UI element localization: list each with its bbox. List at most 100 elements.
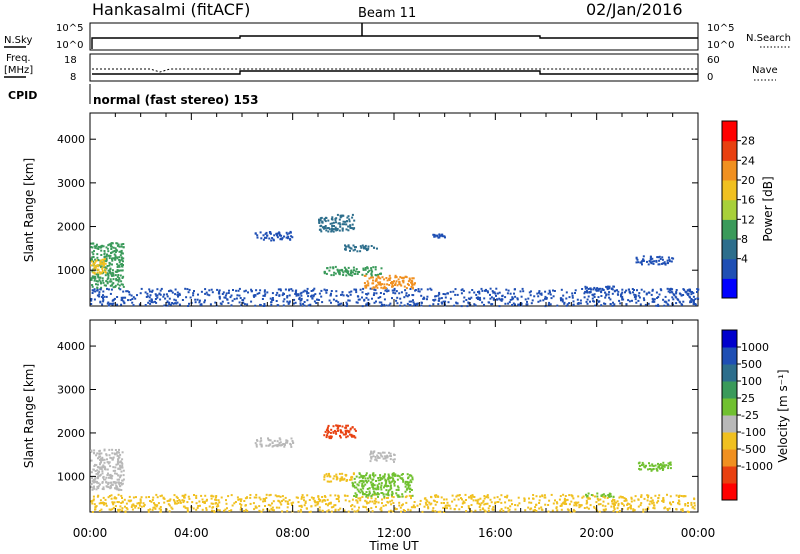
echo-cell [99, 467, 102, 470]
echo-cell [354, 429, 357, 432]
echo-cell [609, 303, 612, 305]
echo-cell [339, 431, 342, 434]
echo-cell [384, 504, 387, 507]
echo-cell [675, 494, 678, 497]
echo-cell [176, 301, 179, 304]
echo-cell [395, 492, 398, 495]
echo-cell [389, 509, 392, 512]
echo-cell [629, 292, 632, 295]
echo-cell [584, 285, 587, 288]
echo-cell [391, 495, 393, 498]
echo-cell [345, 424, 348, 427]
echo-cell [378, 456, 381, 459]
echo-cell [100, 461, 102, 464]
echo-cell [128, 500, 131, 503]
echo-cell [252, 294, 255, 297]
echo-cell [642, 508, 645, 511]
echo-cell [370, 452, 372, 455]
echo-cell [619, 495, 622, 498]
echo-cell [620, 292, 623, 295]
echo-cell [149, 302, 152, 305]
echo-cell [168, 303, 171, 306]
echo-cell [651, 463, 654, 466]
echo-cell [366, 249, 368, 252]
echo-cell [102, 245, 105, 248]
echo-cell [380, 482, 383, 485]
echo-cell [531, 299, 534, 302]
echo-cell [388, 480, 391, 483]
echo-cell [347, 245, 350, 248]
echo-cell [592, 294, 595, 297]
echo-cell [682, 300, 685, 303]
echo-cell [653, 504, 656, 507]
echo-cell [637, 498, 640, 501]
echo-cell [519, 290, 522, 293]
echo-cell [675, 302, 678, 305]
echo-cell [104, 468, 106, 470]
echo-cell [168, 504, 171, 507]
echo-cell [345, 305, 348, 307]
echo-cell [658, 259, 661, 262]
echo-cell [350, 478, 353, 481]
echo-cell [323, 476, 326, 478]
echo-cell [488, 505, 491, 507]
echo-cell [216, 503, 219, 506]
echo-cell [204, 299, 206, 302]
echo-cell [375, 279, 378, 282]
echo-cell [608, 291, 611, 294]
echo-cell [382, 504, 385, 507]
echo-cell [107, 476, 110, 479]
echo-cell [107, 244, 110, 247]
echo-cell [621, 295, 624, 298]
echo-cell [118, 256, 121, 259]
echo-cell [406, 302, 409, 305]
echo-cell [313, 300, 316, 303]
echo-cell [638, 465, 641, 467]
echo-cell [532, 494, 535, 496]
y-tick-label: 4000 [57, 340, 85, 353]
echo-cell [118, 284, 121, 287]
echo-cell [382, 486, 385, 489]
echo-cell [90, 299, 93, 302]
echo-cell [97, 245, 100, 248]
echo-cell [348, 273, 350, 276]
echo-cell [491, 303, 494, 306]
echo-cell [452, 290, 455, 293]
echo-cell [132, 496, 135, 499]
echo-cell [613, 507, 616, 510]
echo-cell [637, 299, 640, 302]
echo-cell [371, 297, 373, 300]
echo-cell [661, 464, 664, 467]
echo-cell [227, 302, 230, 305]
echo-cell [453, 304, 456, 307]
echo-cell [417, 290, 420, 293]
echo-cell [328, 228, 331, 231]
echo-cell [312, 497, 315, 499]
echo-cell [286, 300, 289, 303]
echo-cell [624, 498, 627, 500]
echo-cell [121, 509, 124, 512]
echo-cell [585, 502, 588, 505]
echo-cell [509, 505, 512, 508]
echo-cell [362, 505, 365, 508]
echo-cell [530, 507, 533, 510]
echo-cell [310, 295, 312, 298]
echo-cell [356, 488, 359, 491]
echo-cell [379, 479, 382, 482]
echo-cell [319, 219, 322, 222]
echo-cell [290, 445, 293, 448]
echo-cell [300, 294, 303, 297]
echo-cell [216, 509, 219, 511]
echo-cell [163, 304, 166, 307]
echo-cell [585, 495, 588, 498]
echo-cell [192, 294, 195, 297]
echo-cell [174, 288, 177, 291]
echo-cell [119, 453, 122, 456]
echo-cell [481, 301, 484, 304]
echo-cell [398, 282, 401, 285]
echo-cell [652, 298, 655, 301]
echo-cell [374, 497, 377, 500]
echo-cell [658, 263, 661, 266]
echo-cell [412, 294, 415, 297]
echo-cell [112, 246, 115, 249]
